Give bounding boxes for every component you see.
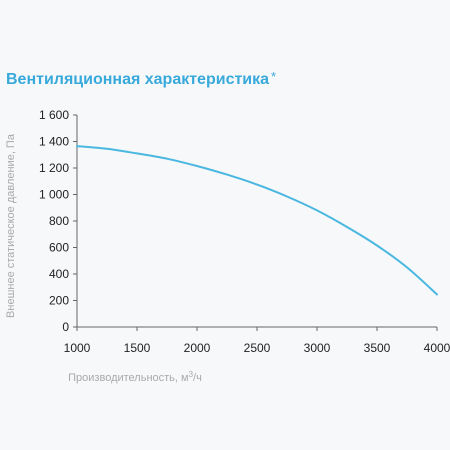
y-tick-label: 1 600 [39, 108, 69, 122]
y-tick-label: 1 400 [39, 135, 69, 149]
x-tick-label: 3000 [304, 341, 331, 355]
series-group [76, 145, 438, 296]
x-axis: 1000 1500 2000 2500 3000 3500 4000 [64, 326, 450, 355]
y-tick-label: 1 200 [39, 161, 69, 175]
y-tick-label: 800 [49, 214, 69, 228]
x-axis-title: Производительность, м3/ч [68, 370, 202, 384]
chart-title-text: Вентиляционная характеристика [6, 71, 270, 88]
x-tick-label: 1000 [64, 341, 91, 355]
y-tick-label: 200 [49, 294, 69, 308]
y-tick-label: 0 [62, 320, 69, 334]
x-axis-title-main: Производительность, м [68, 372, 188, 384]
chart-title: Вентиляционная характеристика * [6, 69, 277, 89]
series-line-0 [76, 145, 438, 296]
x-tick-label: 1500 [124, 341, 151, 355]
y-tick-label: 400 [49, 267, 69, 281]
x-axis-title-sup: 3 [189, 370, 194, 379]
y-tick-label: 600 [49, 241, 69, 255]
x-tick-label: 4000 [424, 341, 450, 355]
x-tick-label: 3500 [364, 341, 391, 355]
chart-title-mark: * [271, 69, 277, 84]
x-tick-label: 2500 [244, 341, 271, 355]
y-axis-title: Внешнее статическое давление, Па [5, 133, 17, 318]
y-tick-label: 1 000 [39, 188, 69, 202]
x-axis-title-tail: /ч [193, 372, 202, 384]
x-tick-label: 2000 [184, 341, 211, 355]
y-axis: 0 200 400 600 800 1 000 1 200 1 400 1 600 [39, 108, 78, 334]
